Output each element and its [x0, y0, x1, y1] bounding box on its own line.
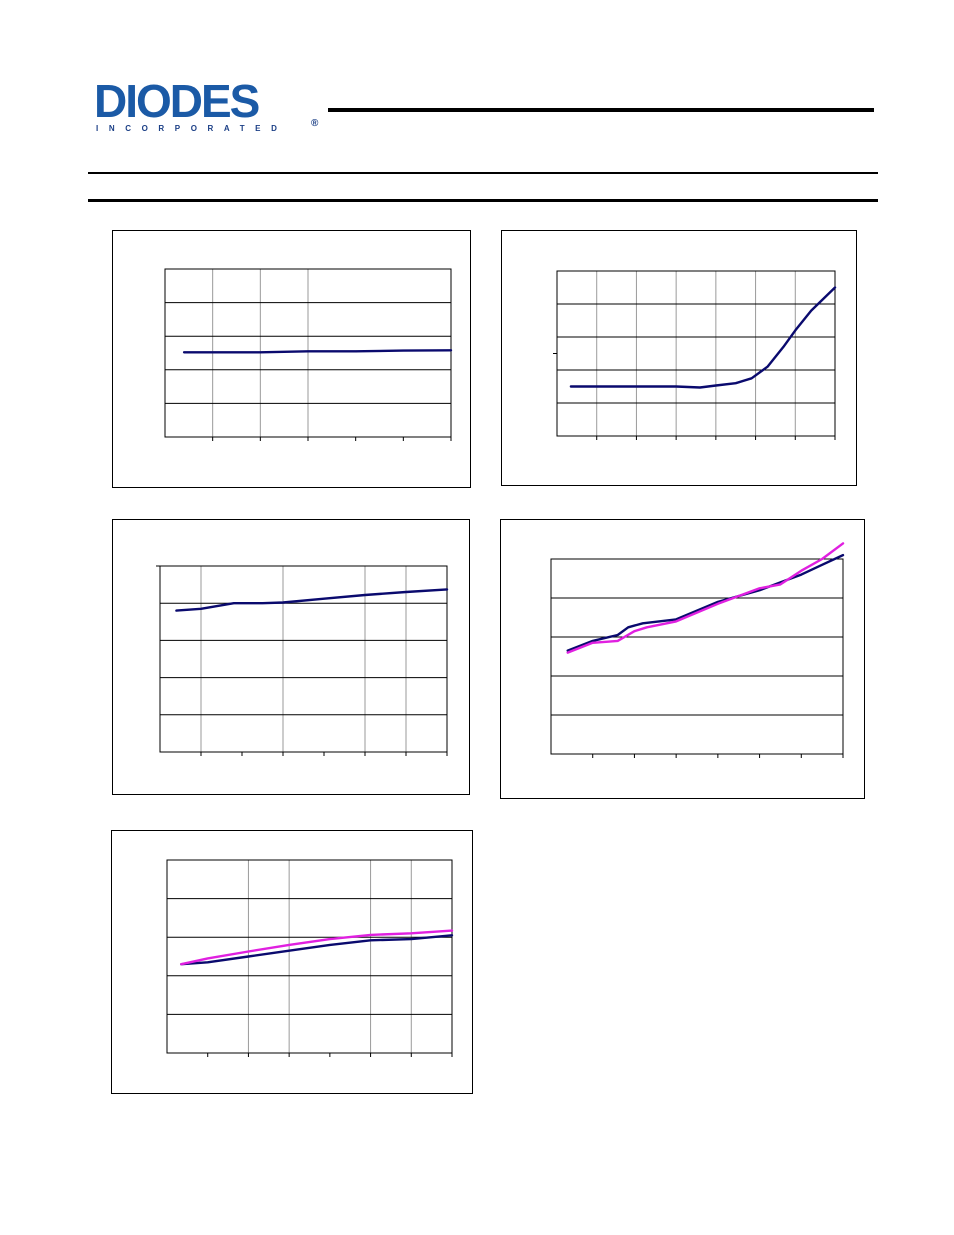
series-line-1 [569, 286, 837, 389]
series-line-1 [182, 349, 453, 354]
diodes-logo: DIODES INCORPORATED ® [94, 78, 322, 136]
plot-area [166, 859, 453, 1054]
plot-area [550, 558, 844, 755]
chart-svg [550, 542, 845, 758]
header-rule [328, 108, 874, 112]
registered-mark: ® [311, 118, 319, 129]
chart-svg [156, 565, 449, 756]
chart-panel-5 [111, 830, 473, 1094]
chart-panel-2 [501, 230, 857, 486]
series-line-2 [180, 929, 454, 966]
chart-panel-4 [500, 519, 865, 799]
plot-area [556, 270, 836, 437]
plot-area [159, 565, 448, 753]
series-line-1 [566, 553, 845, 652]
series-line-1 [175, 588, 449, 612]
chart-panel-1 [112, 230, 471, 488]
section-band-top-rule [88, 172, 878, 174]
logo-wordmark: DIODES [94, 75, 260, 127]
chart-panel-3 [112, 519, 470, 795]
chart-svg [164, 268, 453, 441]
logo-subtitle: INCORPORATED [96, 124, 288, 133]
chart-svg [166, 859, 454, 1057]
section-band-bottom-rule [88, 199, 878, 202]
series-line-1 [180, 934, 454, 966]
chart-svg [553, 270, 837, 440]
series-line-2 [566, 542, 845, 654]
